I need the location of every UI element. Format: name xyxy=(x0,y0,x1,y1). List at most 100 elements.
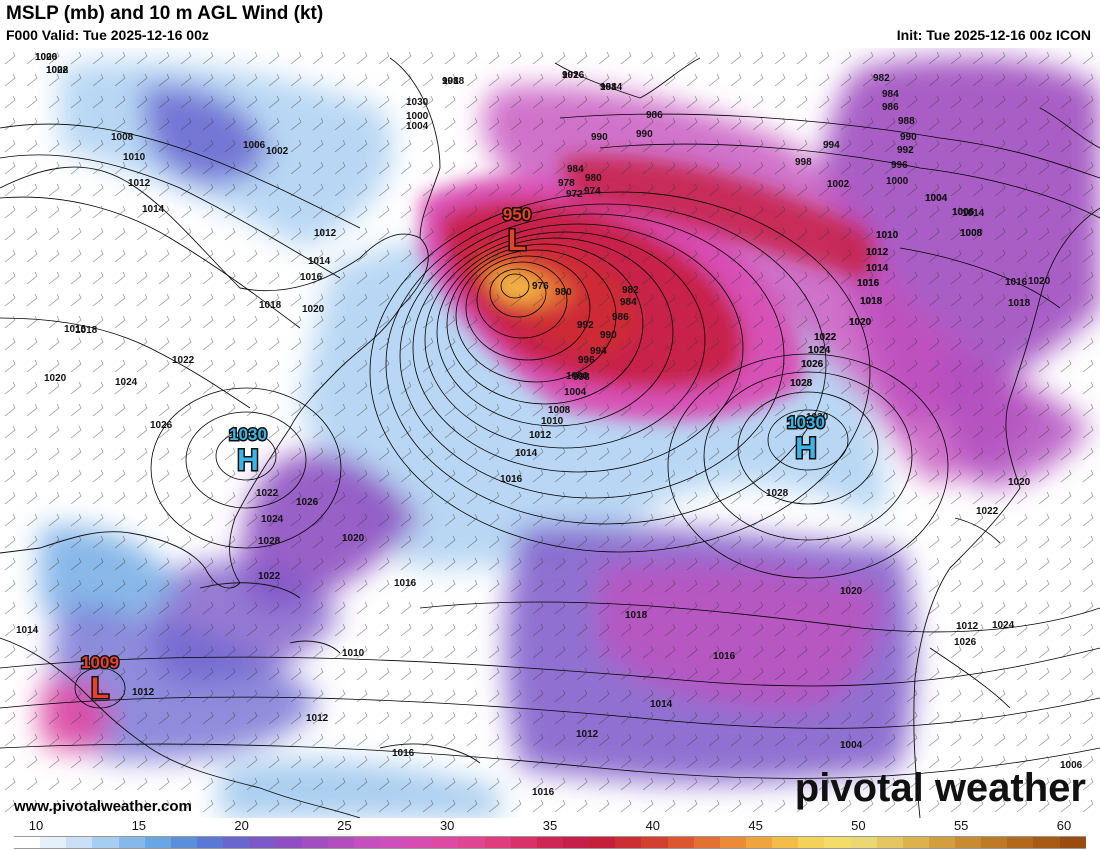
isobar-label: 986 xyxy=(646,110,663,121)
isobar-label: 986 xyxy=(612,312,629,323)
colorbar-swatch xyxy=(981,837,1008,848)
high-pressure-letter: H xyxy=(237,444,259,477)
isobar-label: 1018 xyxy=(259,300,282,311)
colorbar-swatch xyxy=(327,837,354,848)
isobar-label: 1012 xyxy=(128,178,151,189)
isobar-label: 1018 xyxy=(1008,298,1031,309)
colorbar-swatch xyxy=(1007,837,1034,848)
isobar-label: 1026 xyxy=(954,637,977,648)
pressure-center-value: 1030 xyxy=(787,413,825,432)
isobar-label: 1020 xyxy=(840,586,863,597)
colorbar-tick-label: 60 xyxy=(1056,818,1072,833)
isobar-label: 1014 xyxy=(866,263,889,274)
isobar-label: 990 xyxy=(900,132,917,143)
isobar-label: 1006 xyxy=(952,207,975,218)
colorbar-swatch xyxy=(824,837,851,848)
isobar-label: 1030 xyxy=(406,97,429,108)
isobar-label: 1020 xyxy=(1028,276,1051,287)
isobar-label: 1022 xyxy=(256,488,279,499)
colorbar-swatch xyxy=(40,837,67,848)
isobar-label: 1028 xyxy=(790,378,813,389)
brand-logo: pivotal weather xyxy=(794,766,1086,810)
isobar-label: 1020 xyxy=(302,304,325,315)
colorbar-swatch xyxy=(406,837,433,848)
isobar-label: 992 xyxy=(897,145,914,156)
isobar-label: 982 xyxy=(873,73,890,84)
site-credit: www.pivotalweather.com xyxy=(14,798,192,815)
isobar-label: 980 xyxy=(555,287,572,298)
colorbar-swatch xyxy=(353,837,380,848)
colorbar-tick-label: 10 xyxy=(28,818,44,833)
isobar-label: 1020 xyxy=(849,317,872,328)
isobar-label-layer: 1006100899899298898698298498698899099299… xyxy=(16,52,1083,798)
isobar-label: 1016 xyxy=(394,578,417,589)
isobar-label: 1016 xyxy=(857,278,880,289)
colorbar-swatch xyxy=(14,837,41,848)
colorbar-swatch xyxy=(118,837,145,848)
pressure-center-value: 1009 xyxy=(81,653,119,672)
isobar-label: 998 xyxy=(573,372,590,383)
isobar-label: 1016 xyxy=(300,272,323,283)
colorbar-swatch xyxy=(66,837,93,848)
map-header: MSLP (mb) and 10 m AGL Wind (kt) F000 Va… xyxy=(0,0,1100,48)
valid-time: F000 Valid: Tue 2025-12-16 00z xyxy=(6,27,209,43)
colorbar-swatch xyxy=(693,837,720,848)
isobar-label: 1014 xyxy=(650,699,673,710)
isobar-label: 996 xyxy=(578,355,595,366)
isobar-label: 988 xyxy=(898,116,915,127)
isobar-label: 998 xyxy=(795,157,812,168)
isobar-label: 1008 xyxy=(960,228,983,239)
isobar-label: 1030 xyxy=(806,412,829,423)
isobar-label: 984 xyxy=(620,297,637,308)
isobar-label: 1012 xyxy=(956,621,979,632)
isobar-label: 1014 xyxy=(515,448,538,459)
isobar-label: 1024 xyxy=(808,345,831,356)
isobar-label: 1006 xyxy=(35,52,58,63)
isobar-label: 988 xyxy=(600,82,617,93)
isobar-label: 1016 xyxy=(1005,277,1028,288)
map-title: MSLP (mb) and 10 m AGL Wind (kt) xyxy=(6,3,324,24)
colorbar-swatch xyxy=(144,837,171,848)
colorbar-swatch xyxy=(223,837,250,848)
isobar-label: 1002 xyxy=(266,146,289,157)
colorbar-swatch xyxy=(249,837,276,848)
isobar-label: 1008 xyxy=(46,65,69,76)
isobar-label: 1020 xyxy=(44,373,67,384)
isobar-label: 1010 xyxy=(123,152,146,163)
colorbar-swatch xyxy=(536,837,563,848)
isobar-label: 982 xyxy=(622,285,639,296)
colorbar-tick-label: 40 xyxy=(645,818,661,833)
colorbar-swatch xyxy=(719,837,746,848)
isobar-label: 984 xyxy=(882,89,899,100)
colorbar-tick-label: 50 xyxy=(851,818,866,833)
isobar-label: 1026 xyxy=(801,359,824,370)
colorbar-tick-label: 55 xyxy=(953,818,969,833)
isobar-label: 1004 xyxy=(564,387,587,398)
isobar-label: 1010 xyxy=(541,416,564,427)
isobar-label: 1024 xyxy=(992,620,1015,631)
isobar-label: 1028 xyxy=(258,536,281,547)
isobar-label: 1018 xyxy=(625,610,648,621)
isobar-label: 1010 xyxy=(342,648,365,659)
isobar-label: 972 xyxy=(566,189,583,200)
isobar-label: 994 xyxy=(590,346,607,357)
isobar-label: 1000 xyxy=(406,111,429,122)
isobar-label: 1020 xyxy=(1008,477,1031,488)
isobar-label: 1014 xyxy=(866,263,889,274)
colorbar-swatch xyxy=(196,837,224,848)
isobar-label: 1018 xyxy=(75,325,98,336)
isobar-label: 986 xyxy=(882,102,899,113)
isobar-label: 1012 xyxy=(529,430,552,441)
colorbar-swatch xyxy=(458,837,485,848)
isobar-label: 1016 xyxy=(532,787,555,798)
colorbar-swatch xyxy=(170,837,197,848)
isobar-label: 1022 xyxy=(976,506,999,517)
wind-barbs xyxy=(0,48,1100,818)
isobar-label: 990 xyxy=(600,330,617,341)
isobar-label: 1010 xyxy=(876,230,899,241)
isobar-label: 978 xyxy=(558,178,575,189)
colorbar-tick-label: 25 xyxy=(337,818,352,833)
isobar-label: 1024 xyxy=(261,514,284,525)
colorbar-swatch xyxy=(955,837,982,848)
weather-map[interactable]: 1006 1008 998 992 988 986 982 984 986 988 990 992 99… xyxy=(0,48,1100,818)
